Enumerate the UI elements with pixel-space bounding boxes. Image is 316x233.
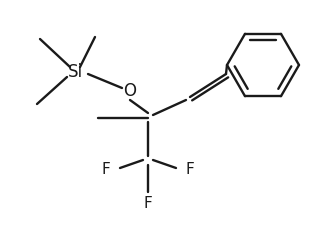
- Text: Si: Si: [67, 63, 82, 81]
- Text: F: F: [185, 161, 194, 177]
- Text: O: O: [124, 82, 137, 100]
- Text: F: F: [144, 196, 152, 212]
- Text: F: F: [102, 161, 110, 177]
